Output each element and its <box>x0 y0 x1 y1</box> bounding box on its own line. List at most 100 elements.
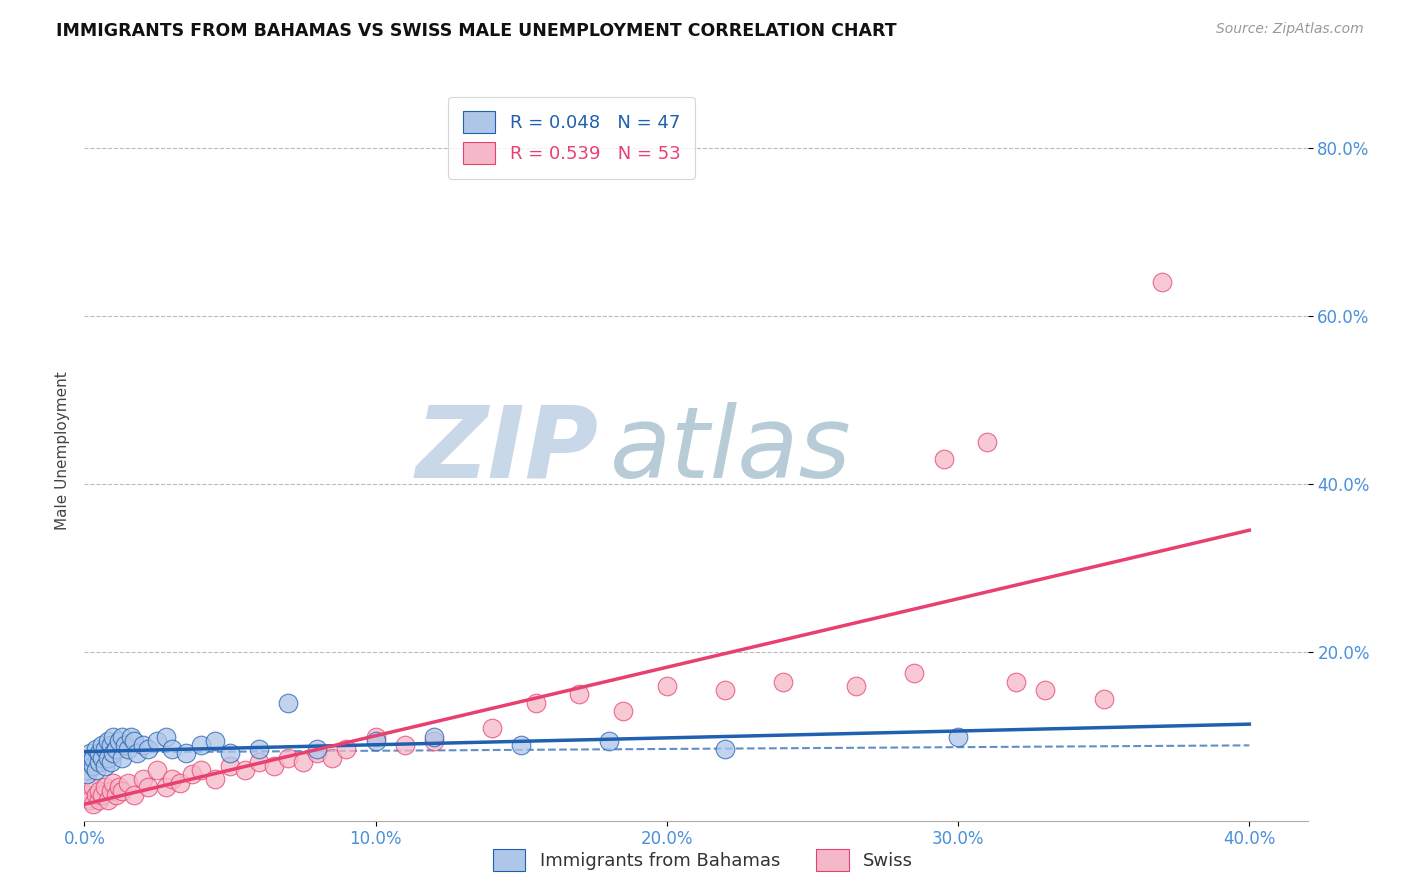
Point <box>277 750 299 764</box>
Point <box>131 738 153 752</box>
Point <box>976 435 998 450</box>
Point <box>111 730 134 744</box>
Point <box>364 733 387 747</box>
Point <box>131 772 153 786</box>
Point <box>335 742 357 756</box>
Point <box>117 776 139 790</box>
Point <box>524 696 547 710</box>
Y-axis label: Male Unemployment: Male Unemployment <box>55 371 70 530</box>
Point <box>108 733 131 747</box>
Point <box>263 759 285 773</box>
Point <box>122 733 145 747</box>
Point <box>233 763 256 777</box>
Point <box>90 738 112 752</box>
Point <box>79 747 101 761</box>
Point <box>1005 674 1028 689</box>
Point <box>79 755 101 769</box>
Point <box>79 792 101 806</box>
Point <box>114 738 136 752</box>
Point <box>82 759 104 773</box>
Point <box>84 789 107 803</box>
Point <box>87 755 110 769</box>
Point <box>97 792 120 806</box>
Point <box>108 780 131 794</box>
Point <box>219 759 242 773</box>
Point <box>321 750 343 764</box>
Point <box>903 666 925 681</box>
Point <box>103 730 125 744</box>
Point <box>138 742 160 756</box>
Point <box>291 755 314 769</box>
Point <box>105 789 128 803</box>
Point <box>93 759 115 773</box>
Text: ZIP: ZIP <box>415 402 598 499</box>
Point <box>125 747 148 761</box>
Point <box>111 750 134 764</box>
Point <box>160 742 183 756</box>
Point <box>307 747 329 761</box>
Point <box>82 750 104 764</box>
Point <box>932 451 955 466</box>
Point <box>122 789 145 803</box>
Point <box>117 742 139 756</box>
Point <box>423 733 446 747</box>
Point <box>100 738 122 752</box>
Point <box>103 776 125 790</box>
Point <box>146 733 169 747</box>
Point <box>82 797 104 811</box>
Point <box>174 747 197 761</box>
Point <box>100 755 122 769</box>
Point <box>155 730 177 744</box>
Point <box>219 747 242 761</box>
Point <box>481 721 503 735</box>
Point <box>598 733 620 747</box>
Point <box>772 674 794 689</box>
Point <box>247 755 270 769</box>
Point <box>87 747 110 761</box>
Point <box>510 738 533 752</box>
Point <box>100 784 122 798</box>
Point <box>84 763 107 777</box>
Point <box>97 750 120 764</box>
Point <box>714 683 737 698</box>
Point <box>612 704 634 718</box>
Text: Source: ZipAtlas.com: Source: ZipAtlas.com <box>1216 22 1364 37</box>
Point <box>76 767 98 781</box>
Point <box>423 730 446 744</box>
Point <box>714 742 737 756</box>
Point <box>146 763 169 777</box>
Point <box>655 679 678 693</box>
Point <box>87 792 110 806</box>
Point <box>946 730 969 744</box>
Point <box>90 789 112 803</box>
Point <box>160 772 183 786</box>
Point <box>120 730 142 744</box>
Point <box>190 763 212 777</box>
Point <box>87 784 110 798</box>
Point <box>190 738 212 752</box>
Point <box>247 742 270 756</box>
Point <box>103 747 125 761</box>
Point <box>277 696 299 710</box>
Point <box>76 763 98 777</box>
Point <box>111 784 134 798</box>
Point <box>138 780 160 794</box>
Point <box>1035 683 1057 698</box>
Point <box>204 772 226 786</box>
Point <box>93 742 115 756</box>
Point <box>93 780 115 794</box>
Point <box>84 742 107 756</box>
Point <box>307 742 329 756</box>
Point <box>90 750 112 764</box>
Point <box>82 780 104 794</box>
Point <box>1150 275 1173 289</box>
Text: atlas: atlas <box>610 402 852 499</box>
Point <box>169 776 191 790</box>
Point <box>97 733 120 747</box>
Legend: R = 0.048   N = 47, R = 0.539   N = 53: R = 0.048 N = 47, R = 0.539 N = 53 <box>449 96 695 178</box>
Point <box>394 738 416 752</box>
Point <box>364 730 387 744</box>
Point <box>845 679 868 693</box>
Point <box>204 733 226 747</box>
Point <box>568 688 591 702</box>
